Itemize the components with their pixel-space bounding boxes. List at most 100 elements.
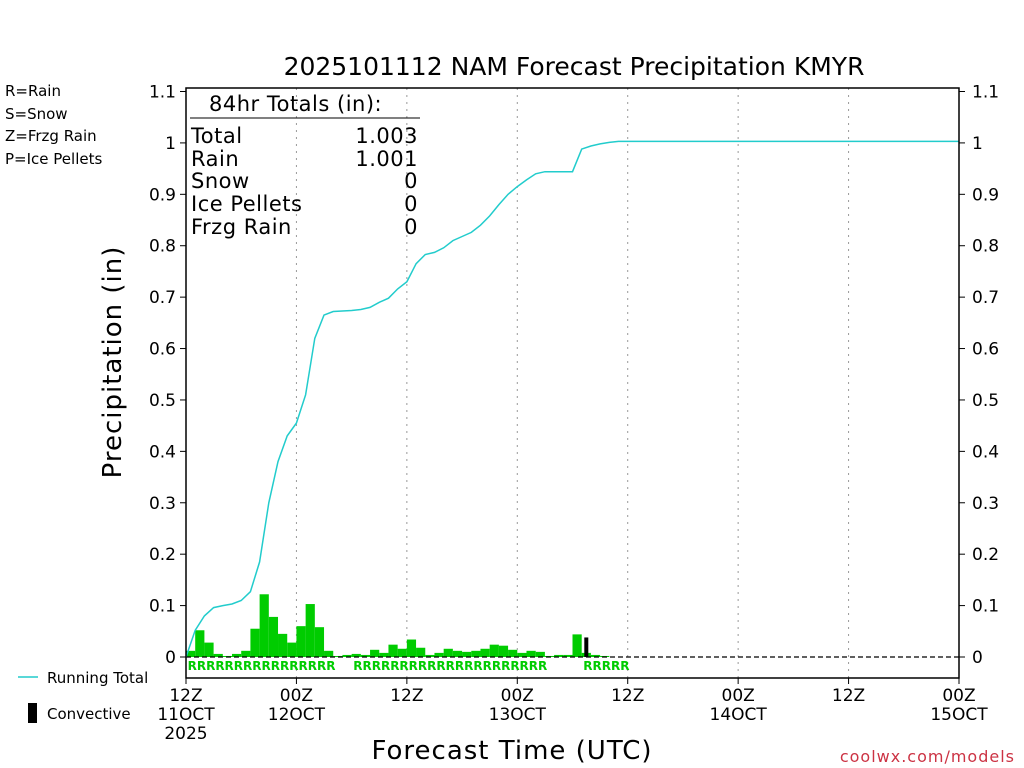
rain-bar [498, 645, 509, 657]
y-tick-label-right: 0.2 [972, 545, 999, 565]
y-tick-label-left: 0.3 [149, 494, 176, 514]
convective-legend-swatch [28, 703, 37, 723]
x-tick-date: 13OCT [489, 705, 547, 725]
y-tick-label-right: 1.1 [972, 83, 999, 103]
chart-title: 2025101112 NAM Forecast Precipitation KM… [284, 52, 865, 81]
totals-value-snow: 0 [404, 169, 418, 193]
rain-bar [379, 652, 389, 657]
y-tick-label-left: 0.5 [149, 391, 176, 411]
rain-bar [333, 655, 343, 657]
rain-bar [452, 650, 463, 657]
plot-frame [185, 87, 960, 679]
totals-value-rain: 1.001 [355, 147, 418, 171]
rain-bar [195, 630, 205, 657]
rain-bar [526, 650, 536, 657]
rain-bar [489, 644, 499, 657]
y-axis-ticks: 0 00.1 0.10.2 0.20.3 0.30.4 0.40.5 0.50.6 0.60.… [149, 83, 999, 669]
y-tick-label-left: 1 [165, 134, 176, 154]
rain-bar [471, 650, 481, 657]
rain-bar [314, 627, 325, 657]
rain-bar [250, 628, 260, 657]
precip-type-string: RRRRRRRRRRRRRRRR [188, 659, 336, 673]
rain-bar [572, 634, 582, 657]
y-tick-label-right: 0.4 [972, 442, 999, 462]
rain-bar [397, 648, 407, 657]
rain-bar [351, 653, 361, 657]
x-tick-date: 11OCT [157, 705, 215, 725]
rain-bar [342, 654, 352, 657]
rain-bar [443, 648, 453, 657]
y-tick-label-right: 0.3 [972, 494, 999, 514]
y-tick-label-right: 0.7 [972, 288, 999, 308]
totals-box: 84hr Totals (in): Total 1.003 Rain 1.001… [190, 92, 420, 239]
x-tick-time: 12Z [832, 686, 865, 706]
totals-heading: 84hr Totals (in): [209, 92, 382, 116]
credit-text: coolwx.com/models [840, 747, 1015, 766]
y-tick-label-left: 0.9 [149, 185, 176, 205]
y-tick-label-right: 0.8 [972, 237, 999, 257]
grid-lines [295, 88, 850, 678]
legend-rain: R=Rain [5, 82, 61, 100]
rain-bar [425, 654, 435, 657]
rain-bar [462, 651, 472, 657]
convective-bars [584, 637, 589, 657]
x-tick-time: 12Z [611, 686, 644, 706]
rain-bar [370, 649, 380, 657]
totals-value-ice-pellets: 0 [404, 192, 418, 216]
y-tick-label-left: 0 [165, 648, 176, 668]
rain-bar [434, 652, 444, 657]
x-tick-time: 12Z [169, 686, 202, 706]
x-tick-date: 12OCT [268, 705, 326, 725]
precip-type-string: RRRRR [583, 659, 629, 673]
convective-bar [584, 637, 589, 657]
rain-bar [590, 654, 601, 657]
rain-bar [535, 651, 545, 657]
y-tick-label-right: 1 [972, 134, 983, 154]
precip-type-strings: RRRRRRRRRRRRRRRR RRRRRRRRRRRRRRRRRRRRR RRR… [188, 659, 630, 673]
convective-legend-label: Convective [47, 705, 131, 723]
legend-frzg-rain: Z=Frzg Rain [5, 127, 97, 145]
precip-type-legend: R=Rain S=Snow Z=Frzg Rain P=Ice Pellets [5, 82, 102, 168]
x-tick-time: 00Z [942, 686, 975, 706]
rain-bar [268, 616, 279, 657]
precip-type-string: RRRRRRRRRRRRRRRRRRRRR [353, 659, 547, 673]
y-tick-label-right: 0.9 [972, 185, 999, 205]
x-tick-time: 00Z [501, 686, 534, 706]
rain-bar [480, 648, 490, 657]
legend-ice-pellets: P=Ice Pellets [5, 150, 102, 168]
x-axis-label: Forecast Time (UTC) [371, 736, 652, 766]
totals-label-total: Total [190, 124, 243, 148]
x-tick-date: 15OCT [930, 705, 988, 725]
x-tick-time: 00Z [722, 686, 755, 706]
rain-bar [259, 594, 269, 657]
rain-bar [554, 654, 564, 657]
rain-bar [232, 653, 242, 657]
rain-bar [241, 650, 251, 657]
bottom-legend: Running Total Convective [18, 669, 148, 723]
y-tick-label-left: 0.8 [149, 237, 176, 257]
running-total-legend-label: Running Total [47, 669, 148, 687]
rain-bar [296, 626, 306, 657]
y-tick-label-right: 0 [972, 648, 983, 668]
rain-bar [213, 653, 223, 657]
y-tick-label-right: 0.6 [972, 340, 999, 360]
y-tick-label-right: 0.1 [972, 597, 999, 617]
y-tick-label-left: 0.7 [149, 288, 176, 308]
x-tick-time: 00Z [280, 686, 313, 706]
legend-snow: S=Snow [5, 105, 68, 123]
y-tick-label-left: 0.6 [149, 340, 176, 360]
precip-bars [186, 594, 610, 657]
rain-bar [517, 652, 527, 657]
y-tick-label-left: 0.1 [149, 597, 176, 617]
x-tick-date: 14OCT [710, 705, 768, 725]
totals-label-rain: Rain [191, 147, 239, 171]
rain-bar [388, 644, 398, 657]
y-tick-label-left: 0.4 [149, 442, 176, 462]
rain-bar [416, 647, 426, 657]
rain-bar [324, 650, 334, 657]
rain-bar [360, 654, 371, 657]
y-tick-label-right: 0.5 [972, 391, 999, 411]
running-total-line [185, 140, 959, 658]
